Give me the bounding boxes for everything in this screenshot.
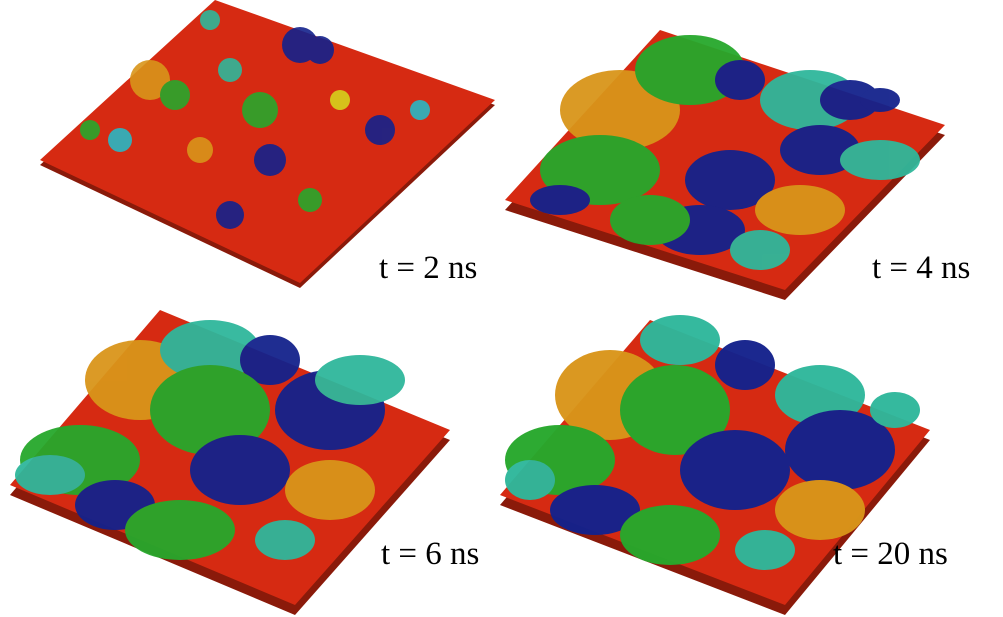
time-label: t = 20 ns xyxy=(833,536,948,572)
simulation-render-t20 xyxy=(500,315,930,615)
simulation-render-t6 xyxy=(10,310,450,615)
simulation-render-t2 xyxy=(40,0,495,288)
time-label: t = 2 ns xyxy=(379,250,478,286)
panel-t20: t = 20 ns xyxy=(500,300,1003,617)
time-label: t = 4 ns xyxy=(872,250,971,286)
panel-t2: t = 2 ns xyxy=(0,0,500,300)
time-label: t = 6 ns xyxy=(381,536,480,572)
panel-t6: t = 6 ns xyxy=(0,300,500,617)
simulation-render-t4 xyxy=(505,30,945,300)
panel-t4: t = 4 ns xyxy=(500,0,1003,300)
